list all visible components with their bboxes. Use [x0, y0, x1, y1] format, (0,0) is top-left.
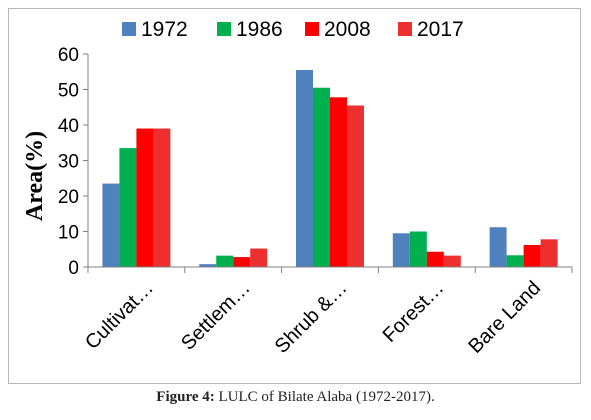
legend-label: 2008 — [324, 18, 371, 41]
figure-frame — [8, 8, 581, 384]
bar-1986 — [313, 87, 330, 267]
caption-label: Figure 4: — [156, 389, 215, 405]
y-tick-label: 60 — [58, 45, 79, 66]
bar-1986 — [119, 148, 137, 267]
x-tick-label: Shrub &… — [271, 277, 352, 358]
x-axis: Cultivat… Settlem… Shrub &… Forest… Bare Lan… — [81, 266, 573, 358]
bar-2017 — [347, 105, 364, 267]
bar-1972 — [199, 264, 217, 267]
bar-2008 — [233, 257, 251, 267]
legend-swatch-2017 — [398, 22, 412, 36]
x-tick-label: Bare Land — [464, 277, 545, 358]
legend-label: 1986 — [236, 18, 283, 41]
y-axis: 0 10 20 30 40 50 60 — [58, 45, 89, 279]
x-tick-label: Cultivat… — [81, 277, 158, 354]
bar-2008 — [523, 244, 541, 267]
plot-area — [102, 69, 558, 267]
x-tick-label: Forest… — [379, 277, 449, 347]
bar-1972 — [102, 183, 120, 267]
bar-2008 — [426, 251, 444, 267]
bar-1972 — [296, 69, 313, 267]
y-tick-label: 30 — [58, 152, 79, 173]
x-tick-label: Settlem… — [177, 277, 255, 355]
y-tick-label: 40 — [58, 116, 79, 137]
legend-swatch-1972 — [122, 22, 136, 36]
bar-2008 — [136, 128, 154, 267]
legend-swatch-2008 — [305, 22, 319, 36]
bar-1986 — [409, 231, 427, 267]
y-tick-label: 0 — [68, 258, 79, 279]
bar-2017 — [540, 239, 558, 267]
legend-label: 1972 — [141, 18, 188, 41]
figure-caption: Figure 4: LULC of Bilate Alaba (1972-201… — [0, 389, 591, 406]
y-tick-label: 50 — [58, 81, 79, 102]
bar-2017 — [250, 248, 268, 267]
caption-text: LULC of Bilate Alaba (1972-2017). — [214, 389, 435, 405]
legend-swatch-1986 — [217, 22, 231, 36]
bar-2017 — [153, 128, 171, 267]
y-tick-label: 20 — [58, 187, 79, 208]
legend-label: 2017 — [417, 18, 464, 41]
bar-1972 — [489, 227, 507, 267]
bar-1986 — [506, 255, 524, 267]
bar-2017 — [443, 255, 461, 267]
bar-1972 — [392, 233, 410, 267]
legend: 1972 1986 2008 2017 — [122, 18, 464, 41]
bar-2008 — [330, 97, 347, 267]
bar-chart: 1972 1986 2008 2017 0 10 20 30 40 50 60 Cultivat…… — [22, 18, 573, 358]
y-tick-label: 10 — [58, 223, 79, 244]
y-axis-label: Area(%) — [22, 131, 48, 221]
bar-1986 — [216, 255, 234, 267]
